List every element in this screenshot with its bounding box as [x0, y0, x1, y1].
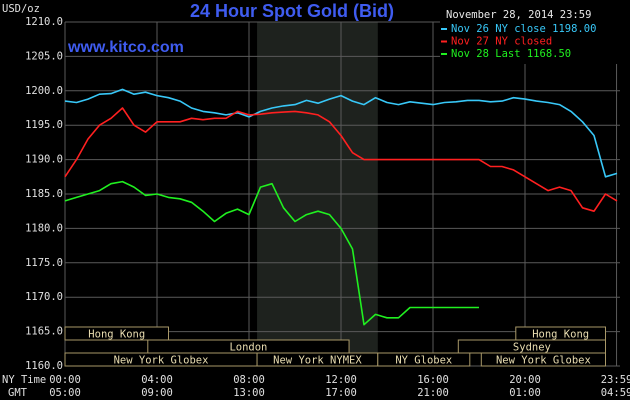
session-box — [480, 352, 606, 367]
gmt-tick-label: 09:00 — [141, 387, 173, 399]
gmt-tick-label: 13:00 — [233, 387, 265, 399]
timestamp: November 28, 2014 23:59 — [446, 9, 591, 21]
y-unit: USD/oz — [2, 3, 40, 15]
session-label: New York Globex — [496, 355, 591, 367]
session-label: Sydney — [513, 342, 551, 354]
y-tick-label: 1170.0 — [25, 291, 63, 303]
legend-box — [440, 6, 624, 64]
y-tick-label: 1210.0 — [25, 16, 63, 28]
x-tick-label: 16:00 — [417, 374, 449, 386]
y-tick-label: 1205.0 — [25, 50, 63, 62]
y-tick-label: 1165.0 — [25, 326, 63, 338]
site-label: www.kitco.com — [67, 39, 184, 56]
gmt-tick-label: 05:00 — [49, 387, 81, 399]
y-tick-label: 1200.0 — [25, 85, 63, 97]
session-label: Hong Kong — [88, 329, 145, 341]
x-tick-label: 20:00 — [509, 374, 541, 386]
session-label: NY Globex — [395, 355, 452, 367]
session-label: New York NYMEX — [273, 355, 362, 367]
y-tick-label: 1195.0 — [25, 119, 63, 131]
session-box — [377, 352, 471, 367]
legend-label: Nov 26 NY close 1198.00 — [451, 23, 596, 35]
x-row-label: GMT — [8, 387, 28, 399]
session-label: London — [229, 342, 267, 354]
gmt-tick-label: 17:00 — [325, 387, 357, 399]
series-line — [64, 107, 618, 212]
x-tick-label: 12:00 — [325, 374, 357, 386]
session-label: New York Globex — [114, 355, 209, 367]
legend-label: Nov 27 NY closed — [451, 36, 552, 48]
session-label: Hong Kong — [532, 329, 589, 341]
chart-title: 24 Hour Spot Gold (Bid) — [190, 1, 394, 21]
y-tick-label: 1185.0 — [25, 188, 63, 200]
y-tick-label: 1180.0 — [25, 222, 63, 234]
x-tick-label: 23:59 — [601, 374, 630, 386]
series-line — [64, 180, 479, 326]
x-tick-label: 08:00 — [233, 374, 265, 386]
gmt-tick-label: 01:00 — [509, 387, 541, 399]
series-line — [64, 88, 618, 178]
gmt-tick-label: 04:59 — [601, 387, 630, 399]
y-tick-label: 1190.0 — [25, 154, 63, 166]
x-tick-label: 00:00 — [49, 374, 81, 386]
x-row-label: NY Time — [2, 374, 46, 386]
y-tick-label: 1160.0 — [25, 360, 63, 372]
x-tick-label: 04:00 — [141, 374, 173, 386]
y-tick-label: 1175.0 — [25, 257, 63, 269]
session-box — [64, 326, 169, 341]
legend-label: Nov 28 Last 1168.50 — [451, 48, 571, 60]
gmt-tick-label: 21:00 — [417, 387, 449, 399]
